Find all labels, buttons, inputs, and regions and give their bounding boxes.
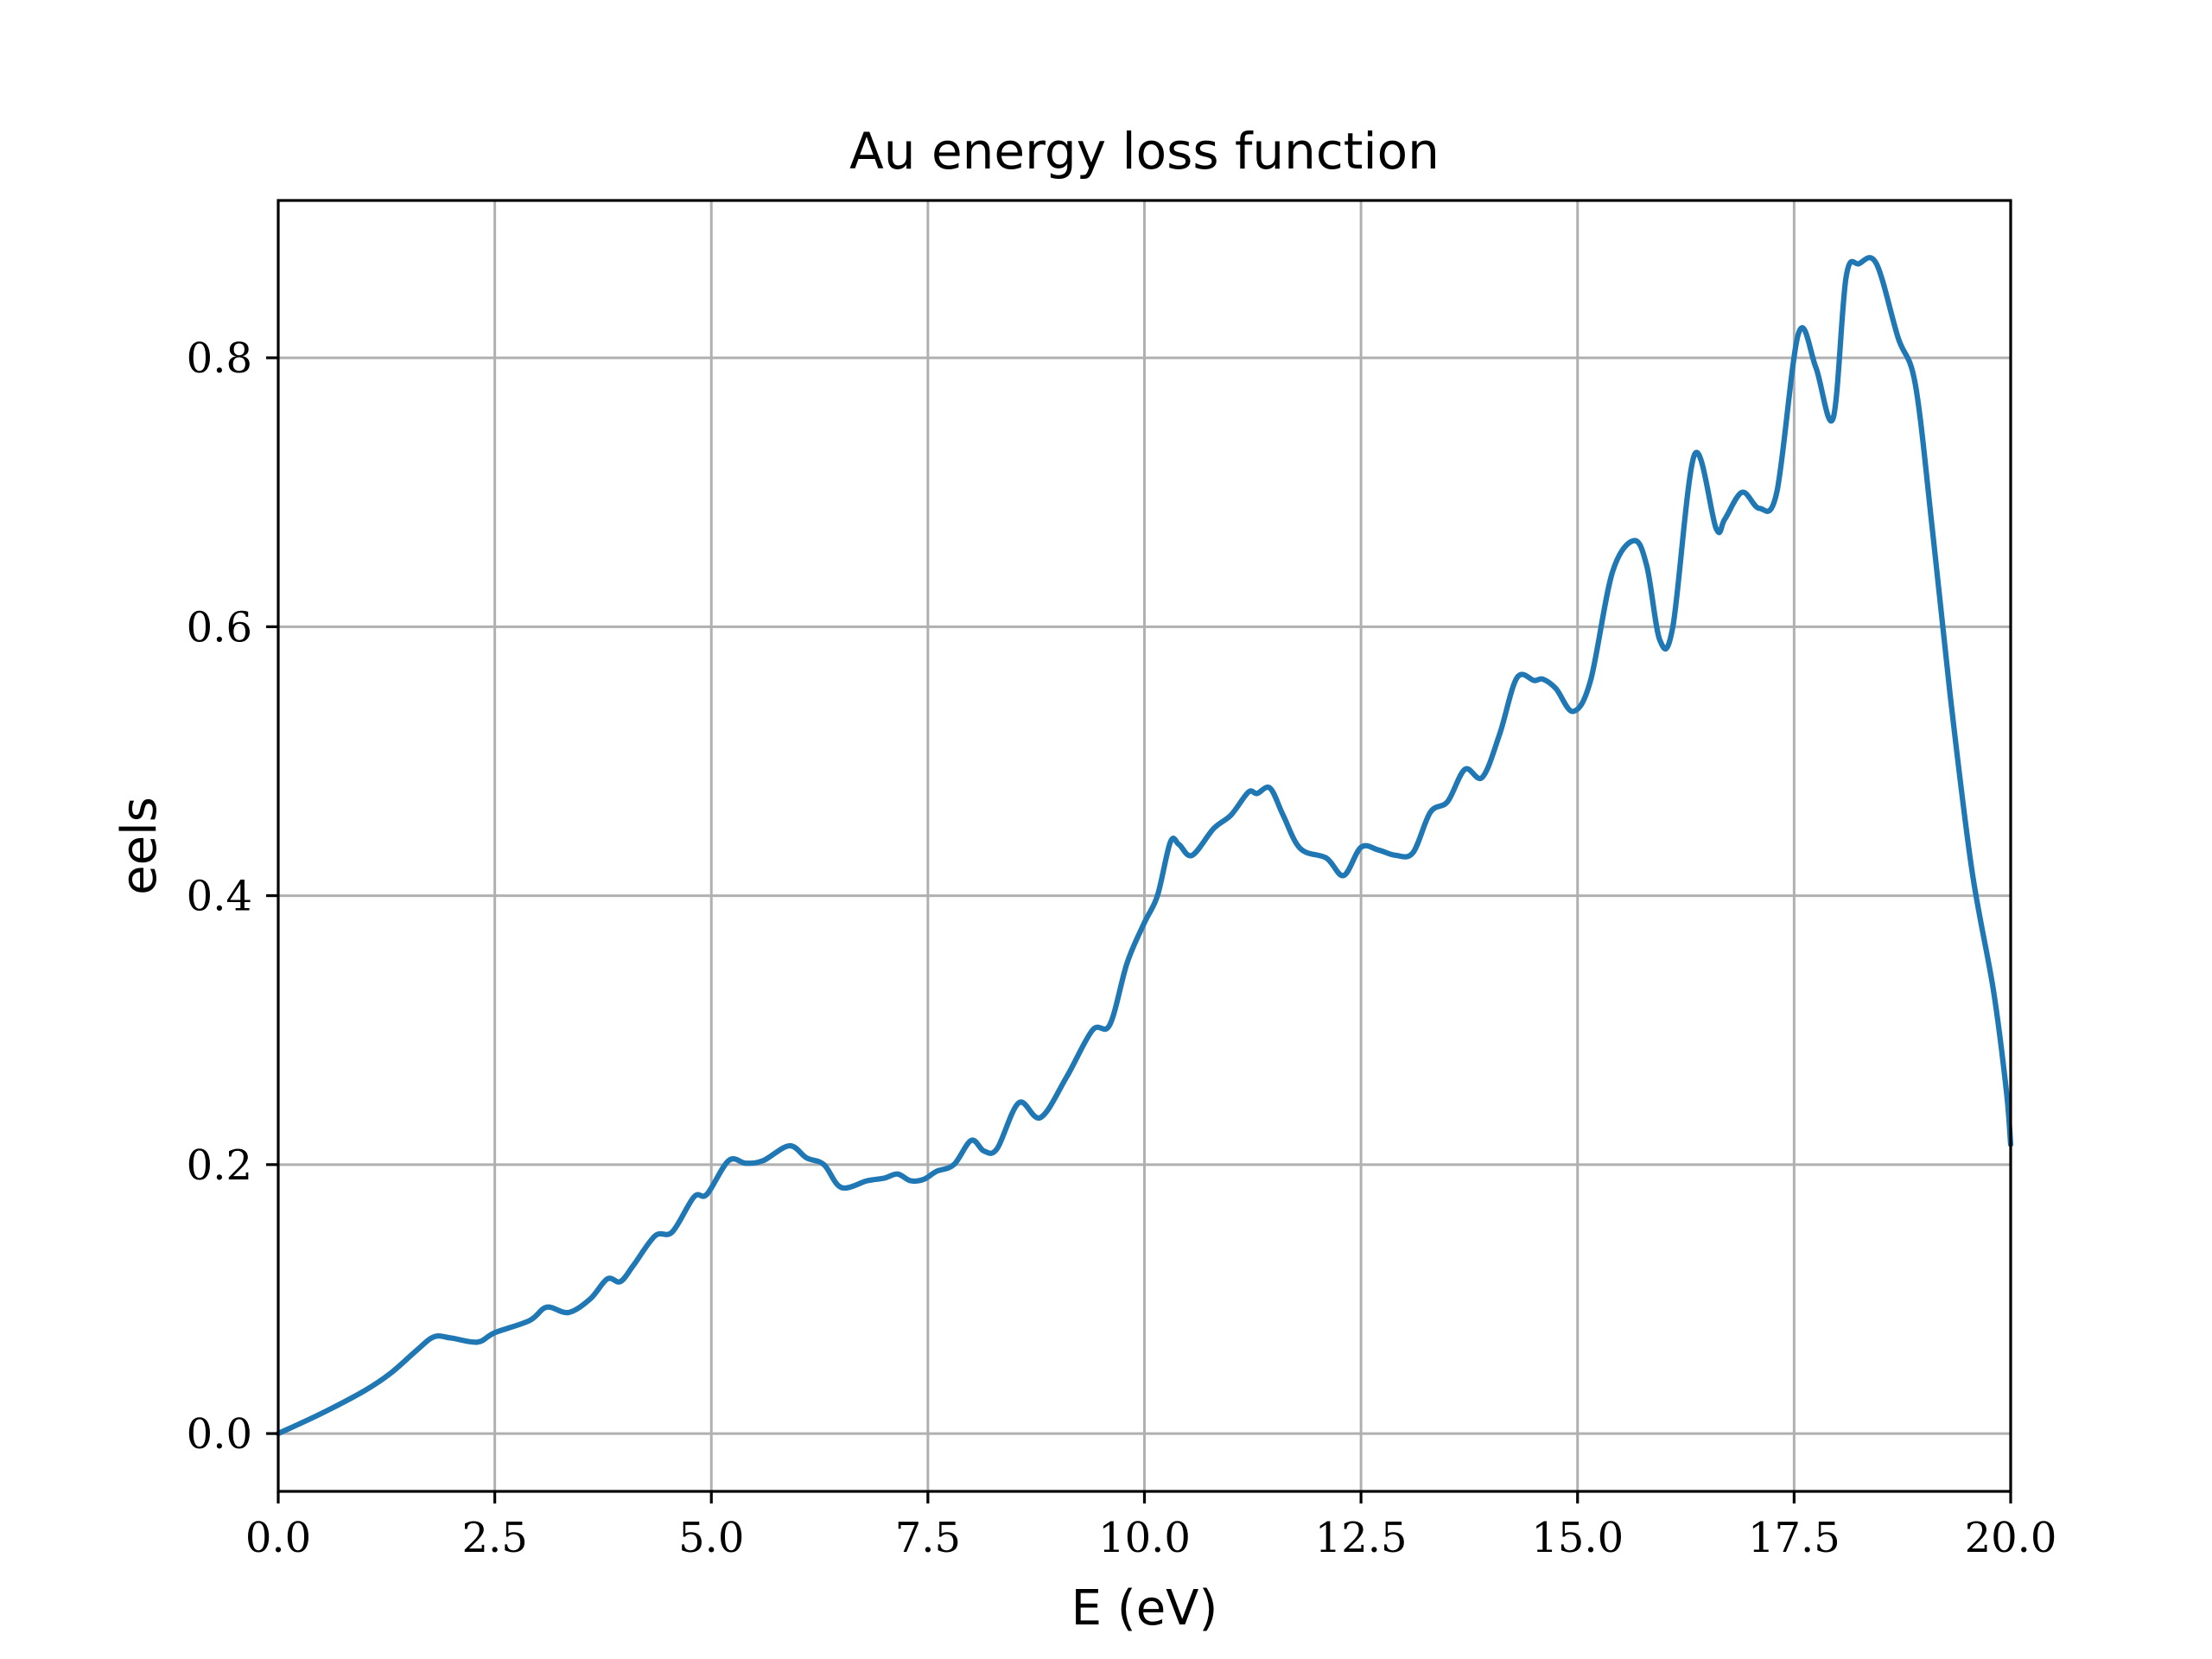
- x-tick-label: 15.0: [1531, 1514, 1624, 1562]
- x-tick-label: 17.5: [1748, 1514, 1840, 1562]
- x-tick-label: 5.0: [678, 1514, 744, 1562]
- x-tick-label: 10.0: [1098, 1514, 1191, 1562]
- series-layer: [275, 255, 2014, 1437]
- x-tick-label: 2.5: [461, 1514, 527, 1562]
- y-tick-label: 0.0: [187, 1410, 252, 1459]
- x-tick-label: 20.0: [1965, 1514, 2057, 1562]
- series-line: [275, 255, 2014, 1437]
- y-tick-label: 0.6: [187, 603, 252, 652]
- chart-title: Au energy loss function: [849, 122, 1440, 181]
- grid-lines: [276, 200, 2012, 1491]
- x-axis-label: E (eV): [1071, 1580, 1218, 1637]
- axis-ticks: 0.0 2.5 5.0 7.5 10.0 12.5 15.0 17.5 20.0 0.0 0.2 0.…: [187, 334, 2057, 1562]
- y-tick-label: 0.8: [187, 334, 252, 383]
- y-axis-label: eels: [111, 797, 168, 895]
- x-tick-label: 0.0: [245, 1514, 311, 1562]
- x-tick-label: 12.5: [1315, 1514, 1408, 1562]
- x-tick-label: 7.5: [895, 1514, 961, 1562]
- y-tick-label: 0.2: [187, 1141, 252, 1190]
- y-tick-label: 0.4: [187, 873, 252, 921]
